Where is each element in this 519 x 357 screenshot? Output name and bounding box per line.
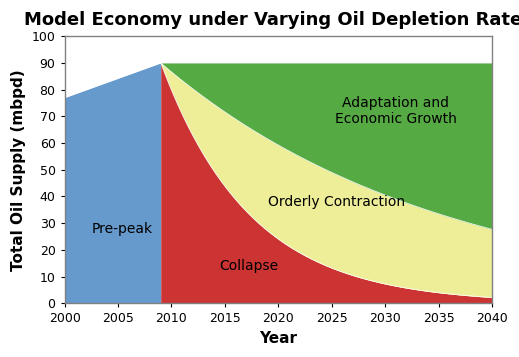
Text: Pre-peak: Pre-peak bbox=[91, 222, 153, 236]
Title: Model Economy under Varying Oil Depletion Rates: Model Economy under Varying Oil Depletio… bbox=[24, 11, 519, 29]
X-axis label: Year: Year bbox=[260, 331, 297, 346]
Text: Orderly Contraction: Orderly Contraction bbox=[268, 195, 405, 209]
Y-axis label: Total Oil Supply (mbpd): Total Oil Supply (mbpd) bbox=[11, 69, 26, 271]
Text: Adaptation and
Economic Growth: Adaptation and Economic Growth bbox=[335, 96, 457, 126]
Text: Collapse: Collapse bbox=[220, 259, 279, 273]
